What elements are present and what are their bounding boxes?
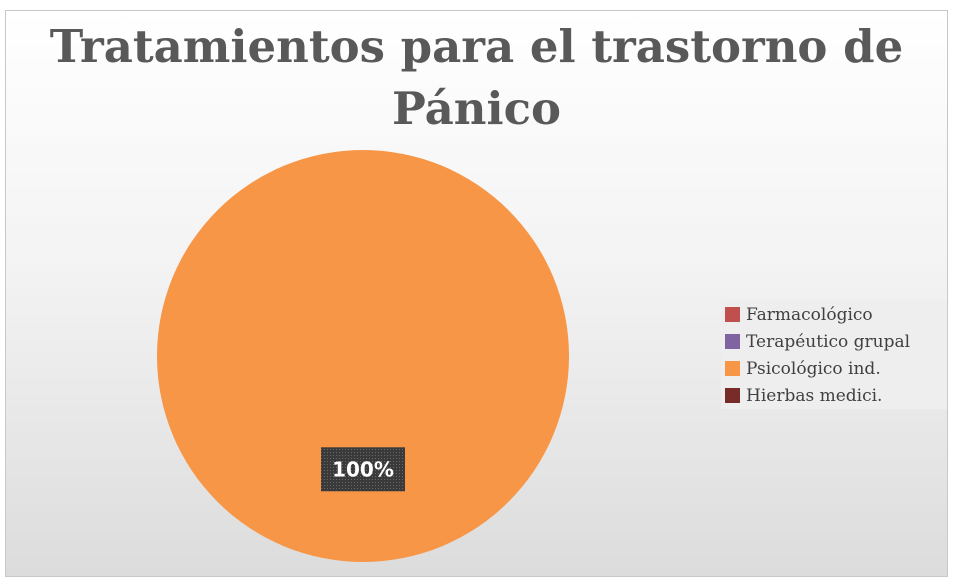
legend-label: Psicológico ind. [746,358,881,379]
data-label-text: 100% [332,457,394,481]
legend-swatch [725,388,740,403]
pie-chart: 100% [157,150,569,562]
chart-frame: Tratamientos para el trastorno de Pánico… [5,10,948,577]
legend-label: Terapéutico grupal [746,331,911,352]
legend-swatch [725,307,740,322]
legend-label: Farmacológico [746,304,873,325]
legend-item: Terapéutico grupal [721,328,947,355]
data-label-background [321,447,405,492]
legend-item: Psicológico ind. [721,355,947,382]
chart-title: Tratamientos para el trastorno de Pánico [49,20,904,135]
legend-swatch [725,361,740,376]
legend-swatch [725,334,740,349]
legend: Farmacológico Terapéutico grupal Psicológi… [721,301,947,409]
legend-item: Hierbas medici. [721,382,947,409]
pie-slice-2 [157,150,569,562]
legend-item: Farmacológico [721,301,947,328]
legend-label: Hierbas medici. [746,385,883,406]
data-label-2: 100% [321,447,405,492]
